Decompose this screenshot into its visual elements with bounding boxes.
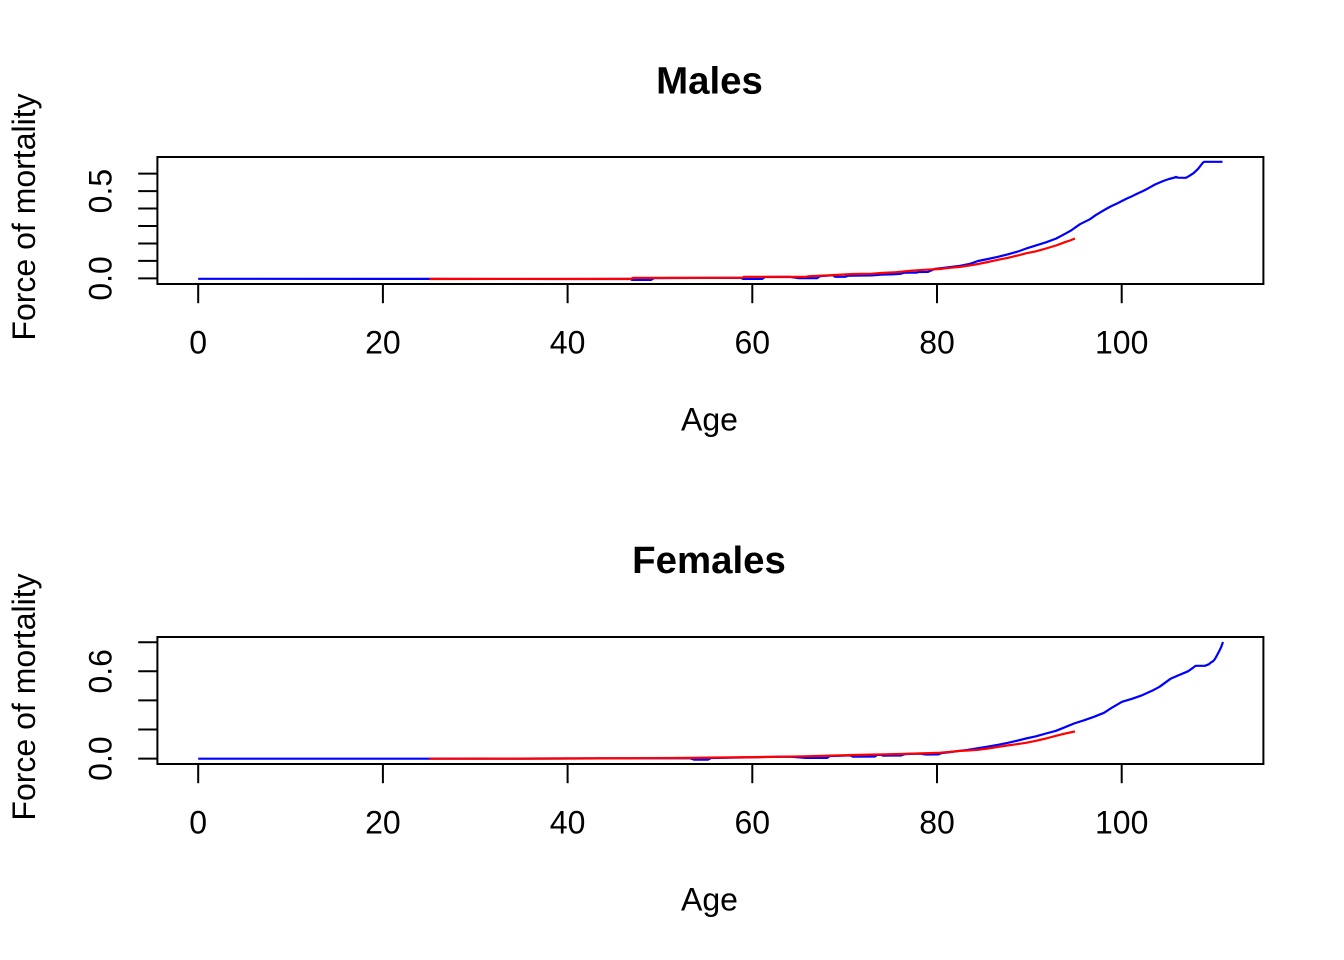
svg-text:Females: Females	[632, 539, 786, 582]
svg-text:20: 20	[365, 805, 401, 841]
svg-text:40: 40	[550, 805, 586, 841]
svg-text:0.0: 0.0	[82, 256, 118, 300]
svg-text:60: 60	[735, 325, 771, 361]
svg-text:60: 60	[735, 805, 771, 841]
svg-text:0: 0	[189, 325, 207, 361]
svg-text:Age: Age	[681, 401, 738, 437]
svg-text:0: 0	[189, 805, 207, 841]
svg-text:80: 80	[919, 805, 955, 841]
svg-text:20: 20	[365, 325, 401, 361]
svg-text:Force of mortality: Force of mortality	[6, 573, 42, 820]
svg-text:100: 100	[1095, 805, 1148, 841]
svg-text:0.5: 0.5	[82, 169, 118, 213]
svg-text:0.6: 0.6	[82, 649, 118, 693]
svg-text:0.0: 0.0	[82, 736, 118, 780]
svg-text:Age: Age	[681, 881, 738, 917]
svg-text:100: 100	[1095, 325, 1148, 361]
svg-text:Males: Males	[656, 60, 763, 103]
svg-text:Force of mortality: Force of mortality	[6, 93, 42, 340]
svg-text:80: 80	[919, 325, 955, 361]
svg-text:40: 40	[550, 325, 586, 361]
